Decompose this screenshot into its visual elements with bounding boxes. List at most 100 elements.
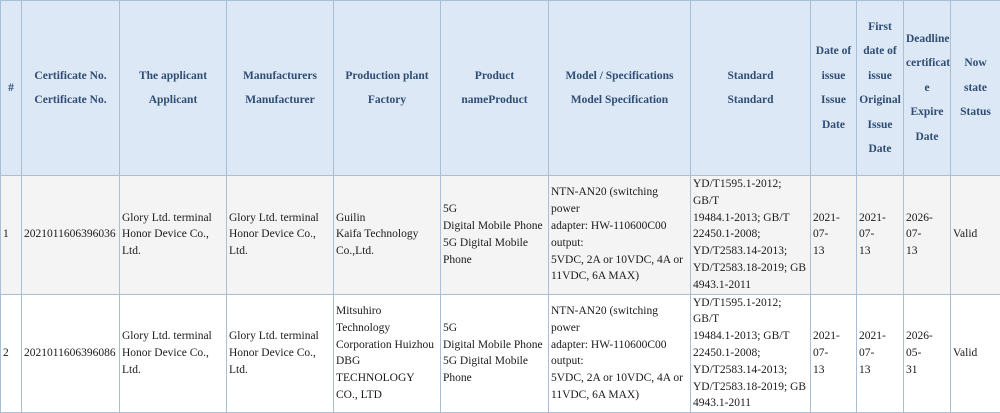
header-line: Date xyxy=(906,125,948,150)
cell-line: NTN-AN20 (switching power xyxy=(551,184,688,218)
cell-line: 2021011606396036 xyxy=(24,226,117,243)
cell-line: Phone xyxy=(443,370,546,387)
cell-line: 2021-07- xyxy=(859,210,901,244)
cell-line: 5G xyxy=(443,320,546,337)
header-line: Manufacturer xyxy=(229,88,331,113)
header-row: # Certificate No. Certificate No. The ap… xyxy=(1,1,1000,176)
col-header-original-issue-date: First date of issue Original Issue Date xyxy=(857,1,904,176)
cell-line: CO., LTD xyxy=(336,387,438,404)
header-line: Date xyxy=(859,137,901,162)
cell-line: 13 xyxy=(859,243,901,260)
header-line: certificat xyxy=(906,51,948,76)
cell-factory: Mitsuhiro Technology Corporation Huizhou… xyxy=(334,294,441,413)
header-line: Now xyxy=(953,51,998,76)
cell-line: Digital Mobile Phone xyxy=(443,218,546,235)
cell-line: adapter: HW-110600C00 output: xyxy=(551,337,688,371)
cell-line: Digital Mobile Phone xyxy=(443,337,546,354)
cell-expire-date: 2026-07- 13 xyxy=(904,176,951,295)
col-header-index: # xyxy=(1,1,22,176)
header-line: Product xyxy=(443,64,546,89)
cell-line: DBG TECHNOLOGY xyxy=(336,353,438,387)
cell-line: Glory Ltd. terminal xyxy=(122,210,224,227)
cell-line: 2021011606396086 xyxy=(24,345,117,362)
header-line: Expire xyxy=(906,100,948,125)
col-header-expire-date: Deadline certificat e Expire Date xyxy=(904,1,951,176)
table-row: 2 2021011606396086 Glory Ltd. terminal H… xyxy=(1,294,1000,413)
cell-expire-date: 2026-05- 31 xyxy=(904,294,951,413)
cell-line: 4943.1-2011 xyxy=(693,277,808,294)
cell-original-issue-date: 2021-07- 13 xyxy=(857,294,904,413)
cell-line: 13 xyxy=(906,243,948,260)
cell-line: Kaifa Technology xyxy=(336,226,438,243)
col-header-manufacturer: Manufacturers Manufacturer xyxy=(227,1,334,176)
cell-line: 19484.1-2013; GB/T xyxy=(693,328,808,345)
cell-line: 11VDC, 6A MAX) xyxy=(551,268,688,285)
header-line: Production plant xyxy=(336,64,438,89)
cell-certificate-no: 2021011606396086 xyxy=(22,294,120,413)
cell-line: Co.,Ltd. xyxy=(336,243,438,260)
col-header-model: Model / Specifications Model Specificati… xyxy=(549,1,691,176)
cell-status: Valid xyxy=(951,294,1000,413)
cell-original-issue-date: 2021-07- 13 xyxy=(857,176,904,295)
cell-line: NTN-AN20 (switching power xyxy=(551,303,688,337)
cell-line: YD/T1595.1-2012; GB/T xyxy=(693,176,808,210)
cell-line: Glory Ltd. terminal xyxy=(229,210,331,227)
cell-line: Honor Device Co., Ltd. xyxy=(122,345,224,379)
header-line: Standard xyxy=(693,88,808,113)
cell-line: YD/T2583.18-2019; GB xyxy=(693,260,808,277)
cell-line: YD/T2583.18-2019; GB xyxy=(693,379,808,396)
cell-line: Phone xyxy=(443,252,546,269)
cell-manufacturer: Glory Ltd. terminal Honor Device Co., Lt… xyxy=(227,294,334,413)
cell-line: Corporation Huizhou xyxy=(336,337,438,354)
cell-line: Honor Device Co., Ltd. xyxy=(229,226,331,260)
header-line: First xyxy=(859,15,901,40)
cell-line: 2026-07- xyxy=(906,210,948,244)
cell-line: 5G xyxy=(443,201,546,218)
header-line: state xyxy=(953,76,998,101)
col-header-issue-date: Date of issue Issue Date xyxy=(811,1,857,176)
header-line: Certificate No. xyxy=(24,88,117,113)
cell-model: NTN-AN20 (switching power adapter: HW-11… xyxy=(549,294,691,413)
col-header-applicant: The applicant Applicant xyxy=(120,1,227,176)
cell-line: 2021-07- xyxy=(813,210,854,244)
cell-line: 2021-07- xyxy=(813,328,854,362)
cell-line: 13 xyxy=(859,362,901,379)
cell-index: 2 xyxy=(1,294,22,413)
header-line: Model / Specifications xyxy=(551,64,688,89)
cell-standard: YD/T1595.1-2012; GB/T 19484.1-2013; GB/T… xyxy=(691,294,811,413)
cell-line: Guilin xyxy=(336,210,438,227)
cell-line: 31 xyxy=(906,362,948,379)
header-line: Standard xyxy=(693,64,808,89)
header-line: Original xyxy=(859,88,901,113)
header-line: Applicant xyxy=(122,88,224,113)
cell-line: adapter: HW-110600C00 output: xyxy=(551,218,688,252)
cell-line: 22450.1-2008; xyxy=(693,226,808,243)
cell-line: Mitsuhiro Technology xyxy=(336,303,438,337)
cell-line: Glory Ltd. terminal xyxy=(122,328,224,345)
header-line: Certificate No. xyxy=(24,64,117,89)
header-line: Issue xyxy=(813,88,854,113)
cell-line: 2 xyxy=(3,345,19,362)
header-line: nameProduct xyxy=(443,88,546,113)
header-line: Date of xyxy=(813,39,854,64)
cell-line: 11VDC, 6A MAX) xyxy=(551,387,688,404)
cell-line: 5G Digital Mobile xyxy=(443,235,546,252)
header-line: Manufacturers xyxy=(229,64,331,89)
header-line: Factory xyxy=(336,88,438,113)
header-line: The applicant xyxy=(122,64,224,89)
cell-model: NTN-AN20 (switching power adapter: HW-11… xyxy=(549,176,691,295)
col-header-certificate-no: Certificate No. Certificate No. xyxy=(22,1,120,176)
cell-manufacturer: Glory Ltd. terminal Honor Device Co., Lt… xyxy=(227,176,334,295)
cell-line: 5VDC, 2A or 10VDC, 4A or xyxy=(551,370,688,387)
cell-product: 5G Digital Mobile Phone 5G Digital Mobil… xyxy=(441,176,549,295)
cell-index: 1 xyxy=(1,176,22,295)
cell-line: 13 xyxy=(813,362,854,379)
header-line: Status xyxy=(953,100,998,125)
header-line: # xyxy=(3,76,19,101)
header-line: Date xyxy=(813,113,854,138)
cell-line: Valid xyxy=(953,226,998,243)
col-header-standard: Standard Standard xyxy=(691,1,811,176)
cell-line: 22450.1-2008; xyxy=(693,345,808,362)
header-line: date of xyxy=(859,39,901,64)
